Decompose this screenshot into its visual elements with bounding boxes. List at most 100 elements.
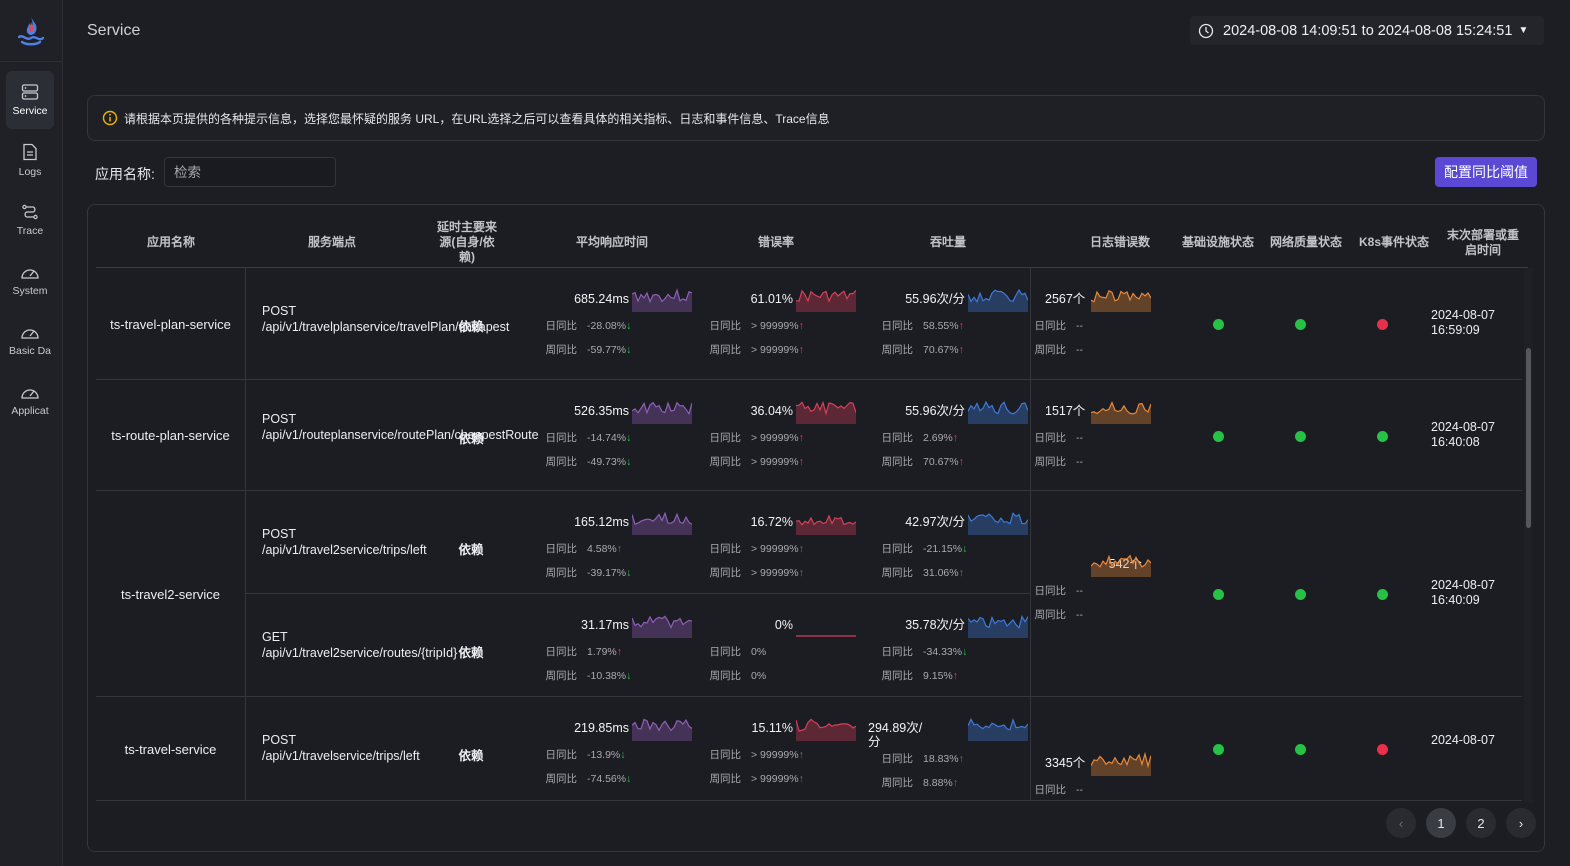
sidebar-item-label: Applicat [11,404,49,417]
config-threshold-button[interactable]: 配置同比阈值 [1435,157,1537,187]
compare-label: 周同比 [709,567,742,579]
compare-day: 日同比 0% [696,644,767,659]
sparkline-line [632,288,692,304]
sidebar-item-application[interactable]: Applicat [6,371,54,429]
endpoint-row[interactable]: POST /api/v1/routeplanservice/routePlan/… [246,380,1030,491]
compare-week: 周同比 -- [1021,342,1084,357]
scrollbar-track[interactable] [1524,268,1533,803]
sidebar-item-logs[interactable]: Logs [6,131,54,189]
compare-week: 周同比 -- [1021,607,1084,622]
arrow-up-icon: ↑ [798,749,804,761]
app-name-search-input[interactable] [164,157,336,187]
compare-week: 周同比 > 99999%↑ [696,342,804,357]
metric-value: 526.35ms [574,404,629,418]
metric-cell: 685.24ms 日同比 -28.08%↓ 周同比 -59.77%↓ [532,288,692,382]
sidebar: Service Logs Trace System Basic Da Appli… [0,0,63,866]
sparkline-area [1091,402,1151,424]
compare-label: 日同比 [709,432,742,444]
network-status-dot [1295,319,1306,330]
time-range-picker[interactable]: 2024-08-08 14:09:51 to 2024-08-08 15:24:… [1190,16,1544,45]
compare-day: 日同比 -13.9%↓ [532,747,626,762]
sparkline-line [968,400,1028,415]
sparkline-chart [632,718,692,741]
compare-day: 日同比 -14.74%↓ [532,430,632,445]
compare-day: 日同比 -- [1021,782,1084,797]
deploy-time: 2024-08-07 16:59:09 [1431,308,1495,337]
compare-label: 日同比 [1034,320,1067,332]
compare-week: 周同比 -49.73%↓ [532,454,632,469]
compare-label: 日同比 [1034,585,1067,597]
compare-value: > 99999% [751,456,799,468]
info-icon [102,110,118,126]
column-header: 错误率 [757,235,794,249]
info-banner: 请根据本页提供的各种提示信息，选择您最怀疑的服务 URL，在URL选择之后可以查… [87,95,1545,141]
column-header: 日志错误数 [1089,235,1150,249]
compare-label: 周同比 [881,456,914,468]
compare-value: 0% [751,646,767,658]
sparkline-line [968,288,1028,304]
column-header: 延时主要来源(自身/依赖) [436,220,497,264]
endpoint-row[interactable]: GET /api/v1/travel2service/routes/{tripI… [246,594,1030,697]
infra-status-dot [1213,744,1224,755]
arrow-up-icon: ↑ [958,344,964,356]
sparkline-area [796,515,856,535]
sparkline-line [632,615,692,629]
compare-label: 日同比 [709,543,742,555]
arrow-down-icon: ↓ [626,320,632,332]
metric-cell: 35.78次/分 日同比 -34.33%↓ 周同比 9.15%↑ [868,615,1028,708]
scrollbar-thumb[interactable] [1526,348,1531,528]
compare-label: 日同比 [881,543,914,555]
endpoint-url[interactable]: GET /api/v1/travel2service/routes/{tripI… [262,630,458,660]
page-button-1[interactable]: 1 [1426,808,1456,838]
metric-value: 542个 [1108,557,1142,571]
compare-label: 周同比 [709,670,742,682]
arrow-down-icon: ↓ [626,567,632,579]
compare-label: 日同比 [881,320,914,332]
metric-value: 219.85ms [574,721,629,735]
service-table: 应用名称 服务端点 延时主要来源(自身/依赖) 平均响应时间 错误率 吞吐量 日… [87,204,1545,852]
compare-label: 日同比 [881,753,914,765]
metric-value: 16.72% [750,515,793,529]
compare-day: 日同比 > 99999%↑ [696,541,804,556]
sidebar-item-trace[interactable]: Trace [6,191,54,249]
compare-value: -10.38% [587,670,627,682]
compare-value: -- [1076,456,1083,468]
app-name-cell: ts-route-plan-service [96,380,246,491]
endpoint-url[interactable]: POST /api/v1/routeplanservice/routePlan/… [262,412,539,442]
sparkline-line [796,718,856,732]
endpoint-row[interactable]: POST /api/v1/travelservice/trips/left 依赖 2… [246,697,1030,801]
table-row[interactable]: ts-travel2-service POST /api/v1/travel2se… [96,491,1522,697]
sidebar-item-service[interactable]: Service [6,71,54,129]
gauge-icon [21,328,39,339]
sparkline-area [632,402,692,424]
table-row[interactable]: ts-travel-plan-service POST /api/v1/trave… [96,268,1522,380]
compare-week: 周同比 > 99999%↑ [696,565,804,580]
compare-label: 周同比 [709,773,742,785]
k8s-status-dot [1377,589,1388,600]
arrow-down-icon: ↓ [620,749,626,761]
compare-day: 日同比 > 99999%↑ [696,318,804,333]
app-logo[interactable] [0,0,62,62]
sparkline-area [632,513,692,535]
endpoint-row[interactable]: POST /api/v1/travelplanservice/travelPla… [246,268,1030,380]
endpoint-url[interactable]: POST /api/v1/travelservice/trips/left [262,733,420,763]
network-status-dot [1295,744,1306,755]
compare-label: 周同比 [1034,609,1067,621]
column-header: 应用名称 [146,235,195,249]
prev-page-button[interactable]: ‹ [1386,808,1416,838]
arrow-up-icon: ↑ [798,320,804,332]
table-row[interactable]: ts-route-plan-service POST /api/v1/routep… [96,380,1522,491]
compare-label: 周同比 [709,344,742,356]
sparkline-chart [632,511,692,535]
endpoint-url[interactable]: POST /api/v1/travelplanservice/travelPla… [262,304,510,334]
page-button-2[interactable]: 2 [1466,808,1496,838]
compare-week: 周同比 -74.56%↓ [532,771,632,786]
next-page-button[interactable]: › [1506,808,1536,838]
sidebar-item-basic-data[interactable]: Basic Da [6,311,54,369]
endpoint-url[interactable]: POST /api/v1/travel2service/trips/left [262,527,427,557]
compare-label: 日同比 [545,432,578,444]
sidebar-item-system[interactable]: System [6,251,54,309]
endpoint-row[interactable]: POST /api/v1/travel2service/trips/left 依赖… [246,491,1030,594]
table-row[interactable]: ts-travel-service POST /api/v1/travelserv… [96,697,1522,801]
